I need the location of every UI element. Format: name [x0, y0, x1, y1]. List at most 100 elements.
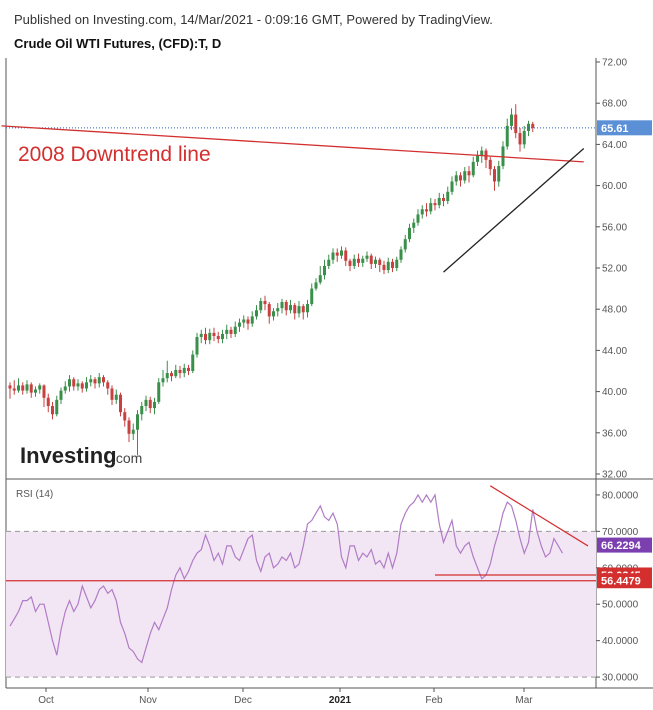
- candle: [518, 127, 522, 152]
- candle: [450, 176, 454, 195]
- candle: [233, 321, 237, 338]
- candle-body: [395, 259, 399, 268]
- candle: [216, 331, 220, 344]
- candle: [114, 389, 118, 404]
- candle: [510, 108, 513, 130]
- candle: [391, 258, 394, 273]
- candle-body: [225, 329, 229, 334]
- candle-body: [361, 258, 365, 263]
- candle: [250, 311, 254, 327]
- candle: [12, 380, 16, 395]
- candle: [34, 386, 37, 397]
- candle: [199, 329, 203, 344]
- candle: [267, 301, 271, 324]
- price-y-ticks: 72.00 68.00 64.00 60.00 56.00 52.00 48.00 44.00…: [596, 58, 627, 481]
- rsi-tick-label: 50.0000: [602, 600, 639, 611]
- candle-body: [29, 384, 33, 393]
- candle-body: [63, 386, 67, 391]
- candle: [191, 350, 195, 374]
- candle-body: [442, 197, 445, 202]
- candle: [246, 316, 250, 330]
- candle: [170, 371, 173, 382]
- candle-body: [327, 259, 331, 266]
- instrument-title: Crude Oil WTI Futures, (CFD):T, D: [14, 36, 222, 51]
- candle-body: [55, 399, 59, 415]
- candle: [21, 382, 25, 395]
- candle-body: [480, 150, 484, 156]
- candle-body: [68, 379, 71, 387]
- candle: [408, 223, 411, 243]
- candle-body: [110, 388, 114, 400]
- candle-body: [301, 306, 305, 313]
- candle: [29, 382, 33, 398]
- candle-body: [378, 259, 382, 265]
- candle-body: [335, 252, 339, 256]
- candle: [323, 259, 326, 280]
- candle-body: [522, 131, 526, 145]
- candle-body: [174, 369, 178, 377]
- price-tick-label: 32.00: [602, 470, 627, 481]
- candle: [340, 246, 343, 259]
- candle-body: [306, 304, 309, 313]
- candle: [259, 297, 263, 314]
- candle-body: [153, 401, 156, 409]
- candle: [204, 327, 207, 345]
- x-tick-label: 2021: [329, 695, 352, 706]
- candle-body: [310, 288, 314, 305]
- candle: [374, 256, 377, 268]
- candle: [119, 392, 122, 417]
- candle: [51, 401, 54, 420]
- candle: [335, 248, 339, 262]
- investing-logo: Investing .com: [20, 443, 142, 468]
- candle-body: [497, 166, 501, 182]
- candle-body: [170, 373, 173, 377]
- rsi-tick-label: 70.0000: [602, 527, 639, 538]
- candle-body: [454, 175, 458, 182]
- candle: [102, 375, 105, 387]
- candle: [131, 423, 135, 441]
- candle: [437, 192, 441, 209]
- candle: [352, 254, 356, 270]
- candle-body: [140, 406, 144, 415]
- candle-body: [42, 385, 46, 398]
- candle-body: [340, 250, 343, 256]
- candle-body: [476, 155, 479, 162]
- candle: [348, 258, 352, 272]
- rsi-title: RSI (14): [16, 489, 53, 500]
- candle-body: [123, 412, 127, 421]
- rsi-downtrend-line: [489, 485, 589, 547]
- candle-body: [399, 249, 403, 260]
- candle-body: [450, 181, 454, 192]
- candle: [378, 257, 382, 273]
- candle: [187, 364, 190, 376]
- candle: [97, 373, 101, 388]
- candle: [123, 408, 127, 427]
- candle: [106, 380, 110, 395]
- candle-body: [518, 133, 522, 145]
- candle-body: [365, 255, 369, 259]
- x-tick-label: Dec: [234, 695, 252, 706]
- candle-body: [263, 300, 267, 305]
- candle: [501, 141, 505, 170]
- candle: [242, 315, 246, 328]
- candle: [476, 150, 479, 167]
- logo-name: Investing: [20, 443, 117, 468]
- price-tick-label: 48.00: [602, 305, 627, 316]
- candle-body: [259, 300, 263, 311]
- candle: [68, 375, 71, 392]
- published-line: Published on Investing.com, 14/Mar/2021 …: [14, 12, 493, 27]
- last-price-tag-text: 65.61: [601, 123, 629, 135]
- candle: [161, 369, 165, 387]
- candle-body: [93, 379, 97, 384]
- candle: [361, 255, 365, 267]
- candle-body: [459, 175, 462, 181]
- price-tick-label: 52.00: [602, 264, 627, 275]
- candle: [76, 379, 80, 391]
- rsi-last-tag-box: [597, 537, 652, 553]
- price-tick-label: 60.00: [602, 181, 627, 192]
- x-tick-label: Oct: [38, 695, 54, 706]
- candle: [314, 278, 318, 291]
- candle: [38, 383, 42, 394]
- candle-body: [267, 304, 271, 317]
